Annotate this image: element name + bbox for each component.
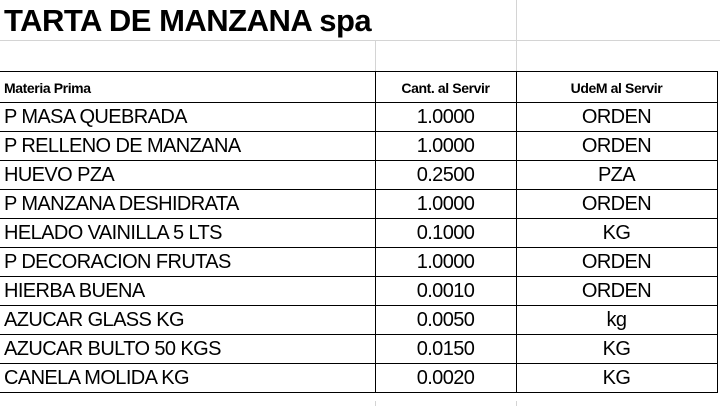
cell-cantidad[interactable]: 0.0020 (374, 363, 517, 393)
cell-cantidad[interactable]: 0.2500 (374, 160, 517, 190)
cell-cantidad[interactable]: 0.1000 (374, 218, 517, 248)
cell-materia-prima[interactable]: P MANZANA DESHIDRATA (0, 189, 376, 219)
cell-materia-prima[interactable]: HUEVO PZA (0, 160, 376, 190)
recipe-table: Materia Prima Cant. al Servir UdeM al Se… (0, 71, 718, 393)
cell-cantidad[interactable]: 0.0010 (374, 276, 517, 306)
cell-udem[interactable]: ORDEN (515, 131, 718, 161)
gridline (0, 40, 720, 41)
table-row: P MANZANA DESHIDRATA 1.0000 ORDEN (0, 189, 718, 219)
cell-cantidad[interactable]: 0.0150 (374, 334, 517, 364)
cell-udem[interactable]: ORDEN (515, 102, 718, 132)
table-row: CANELA MOLIDA KG 0.0020 KG (0, 363, 718, 393)
gridline (516, 0, 517, 71)
table-row: HUEVO PZA 0.2500 PZA (0, 160, 718, 190)
sheet-title[interactable]: TARTA DE MANZANA spa (4, 3, 372, 38)
cell-materia-prima[interactable]: CANELA MOLIDA KG (0, 363, 376, 393)
table-row: AZUCAR GLASS KG 0.0050 kg (0, 305, 718, 335)
cell-udem[interactable]: kg (515, 305, 718, 335)
cell-materia-prima[interactable]: HIERBA BUENA (0, 276, 376, 306)
cell-cantidad[interactable]: 1.0000 (374, 247, 517, 277)
cell-udem[interactable]: ORDEN (515, 247, 718, 277)
table-row: P DECORACION FRUTAS 1.0000 ORDEN (0, 247, 718, 277)
cell-materia-prima[interactable]: HELADO VAINILLA 5 LTS (0, 218, 376, 248)
cell-materia-prima[interactable]: AZUCAR GLASS KG (0, 305, 376, 335)
cell-udem[interactable]: PZA (515, 160, 718, 190)
gridline (516, 401, 517, 406)
header-cantidad[interactable]: Cant. al Servir (374, 71, 517, 103)
cell-cantidad[interactable]: 1.0000 (374, 131, 517, 161)
table-row: AZUCAR BULTO 50 KGS 0.0150 KG (0, 334, 718, 364)
cell-cantidad[interactable]: 1.0000 (374, 189, 517, 219)
table-row: P MASA QUEBRADA 1.0000 ORDEN (0, 102, 718, 132)
header-materia-prima[interactable]: Materia Prima (0, 71, 376, 103)
cell-udem[interactable]: KG (515, 363, 718, 393)
table-row: HELADO VAINILLA 5 LTS 0.1000 KG (0, 218, 718, 248)
header-row: Materia Prima Cant. al Servir UdeM al Se… (0, 71, 718, 103)
cell-materia-prima[interactable]: P DECORACION FRUTAS (0, 247, 376, 277)
cell-materia-prima[interactable]: AZUCAR BULTO 50 KGS (0, 334, 376, 364)
cell-materia-prima[interactable]: P MASA QUEBRADA (0, 102, 376, 132)
cell-materia-prima[interactable]: P RELLENO DE MANZANA (0, 131, 376, 161)
gridline (375, 40, 376, 71)
cell-udem[interactable]: ORDEN (515, 276, 718, 306)
cell-udem[interactable]: KG (515, 334, 718, 364)
header-udem[interactable]: UdeM al Servir (515, 71, 718, 103)
table-row: P RELLENO DE MANZANA 1.0000 ORDEN (0, 131, 718, 161)
cell-udem[interactable]: KG (515, 218, 718, 248)
cell-cantidad[interactable]: 1.0000 (374, 102, 517, 132)
cell-udem[interactable]: ORDEN (515, 189, 718, 219)
cell-cantidad[interactable]: 0.0050 (374, 305, 517, 335)
gridline (375, 401, 376, 406)
table-row: HIERBA BUENA 0.0010 ORDEN (0, 276, 718, 306)
